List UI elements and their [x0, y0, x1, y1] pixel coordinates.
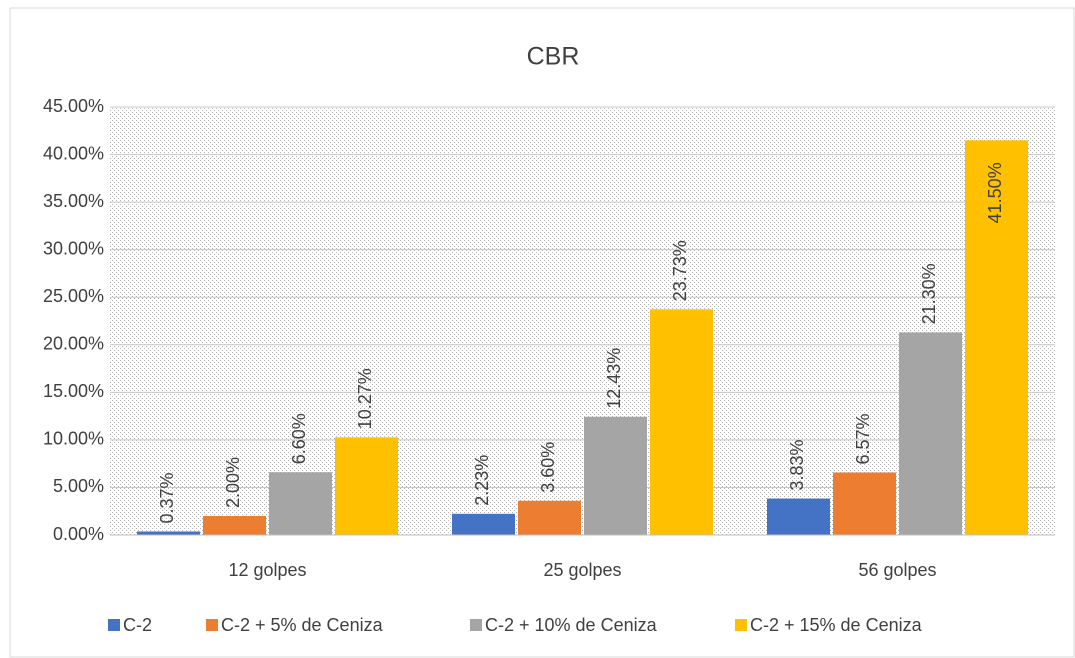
y-tick-label: 45.00% [43, 96, 104, 116]
y-tick-label: 30.00% [43, 238, 104, 258]
bar [137, 531, 200, 535]
legend-label: C-2 + 10% de Ceniza [485, 615, 658, 635]
data-label: 2.00% [223, 457, 243, 508]
legend-swatch [108, 619, 120, 631]
data-label: 0.37% [157, 472, 177, 523]
y-tick-label: 40.00% [43, 143, 104, 163]
data-label: 6.60% [289, 413, 309, 464]
x-tick-label: 56 golpes [858, 560, 936, 580]
data-label: 6.57% [853, 413, 873, 464]
bar [335, 437, 398, 535]
data-label: 41.50% [985, 162, 1005, 223]
bar [452, 513, 515, 535]
data-label: 2.23% [472, 455, 492, 506]
y-tick-label: 15.00% [43, 381, 104, 401]
data-label: 12.43% [604, 348, 624, 409]
y-tick-label: 35.00% [43, 191, 104, 211]
legend-label: C-2 + 15% de Ceniza [750, 615, 923, 635]
bar [203, 515, 266, 535]
data-label: 23.73% [670, 240, 690, 301]
bar [518, 500, 581, 535]
y-tick-label: 25.00% [43, 286, 104, 306]
data-label: 21.30% [919, 263, 939, 324]
legend-swatch [470, 619, 482, 631]
bar [650, 309, 713, 535]
data-label: 3.83% [787, 440, 807, 491]
y-tick-label: 20.00% [43, 334, 104, 354]
x-tick-label: 12 golpes [228, 560, 306, 580]
bar [269, 472, 332, 535]
plot-area [110, 107, 1055, 535]
legend-swatch [206, 619, 218, 631]
data-label: 10.27% [355, 368, 375, 429]
x-tick-label: 25 golpes [543, 560, 621, 580]
legend-label: C-2 [123, 615, 152, 635]
bar [584, 416, 647, 535]
bar [899, 332, 962, 535]
y-tick-label: 0.00% [53, 524, 104, 544]
y-tick-label: 5.00% [53, 476, 104, 496]
bar [965, 140, 1028, 536]
legend-label: C-2 + 5% de Ceniza [221, 615, 384, 635]
legend-swatch [735, 619, 747, 631]
y-tick-label: 10.00% [43, 429, 104, 449]
bar [833, 472, 896, 535]
bar [767, 498, 830, 535]
chart-title: CBR [527, 43, 580, 71]
data-label: 3.60% [538, 442, 558, 493]
